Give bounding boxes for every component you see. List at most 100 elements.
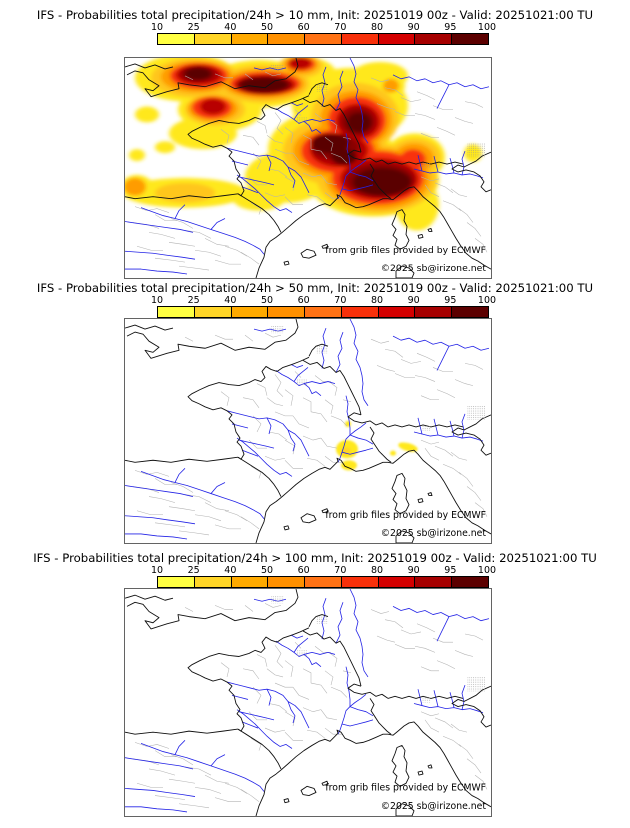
colorbar-tick-label: 100 [477, 22, 497, 33]
urban-stipple-layer [271, 596, 485, 703]
attribution-ecmwf: from grib files provided by ECMWF [325, 510, 486, 521]
rivers-layer [124, 588, 490, 813]
probability-blob [347, 112, 371, 133]
probability-blob [313, 134, 337, 149]
colorbar-segment [304, 307, 341, 317]
attribution-ecmwf: from grib files provided by ECMWF [325, 782, 486, 793]
colorbar-tick-label: 90 [407, 565, 420, 576]
colorbar-tick-label: 60 [297, 565, 310, 576]
colorbar-tick-label: 25 [187, 295, 200, 306]
colorbar-tick-label: 70 [334, 22, 347, 33]
colorbar-tick-label: 40 [224, 565, 237, 576]
urban-stipple-layer [271, 326, 485, 431]
colorbar-tick-label: 50 [260, 22, 274, 33]
colorbar-tick-label: 60 [297, 22, 310, 33]
colorbar-tick-label: 80 [370, 22, 384, 33]
colorbar-segment [414, 307, 452, 317]
admin-borders-layer [132, 332, 488, 536]
colorbar-ticks-10mm: 10 25 40 50 60 70 80 90 95 100 [0, 22, 630, 33]
colorbar-tick-label: 95 [444, 295, 457, 306]
map-panel-100mm: from grib files provided by ECMWF ©2025 s… [124, 588, 492, 817]
coastlines-layer [124, 318, 492, 544]
colorbar-tick-label: 80 [370, 565, 384, 576]
panel-title-50mm: IFS - Probabilities total precipitation/… [36, 281, 594, 295]
colorbar-tick-label: 70 [334, 295, 347, 306]
colorbar-ticks-100mm: 10 25 40 50 60 70 80 90 95 100 [0, 565, 630, 576]
colorbar-segment [158, 307, 194, 317]
probability-blob [200, 98, 226, 115]
colorbar-segment [158, 577, 194, 587]
coastlines-layer [124, 588, 492, 817]
precipitation-probability-overlay [121, 54, 482, 231]
colorbar-tick-label: 10 [150, 22, 164, 33]
colorbar-segment [377, 307, 415, 317]
colorbar-segment [304, 577, 341, 587]
probability-blob [124, 177, 146, 196]
colorbar-tick-label: 100 [477, 565, 497, 576]
colorbar-tick-label: 70 [334, 565, 347, 576]
colorbar-segment [267, 577, 305, 587]
probability-blob [129, 149, 145, 162]
colorbar-tick-label: 10 [150, 295, 164, 306]
colorbar-tick-label: 80 [370, 295, 384, 306]
colorbar-segment [267, 34, 305, 44]
panel-title-10mm: IFS - Probabilities total precipitation/… [36, 8, 594, 22]
map-panel-50mm: from grib files provided by ECMWF ©2025 s… [124, 318, 492, 544]
colorbar-segment [230, 577, 268, 587]
precipitation-probability-overlay [336, 420, 418, 471]
colorbar-50mm [157, 306, 489, 318]
colorbar-segment [414, 34, 452, 44]
panel-title-100mm: IFS - Probabilities total precipitation/… [33, 551, 597, 565]
rivers-layer [124, 57, 490, 275]
colorbar-tick-label: 100 [477, 295, 497, 306]
probability-blob [185, 67, 211, 80]
probability-blob [240, 77, 288, 92]
colorbar-segment [340, 34, 378, 44]
attribution-copyright: ©2025 sb@irizone.net [381, 263, 487, 274]
probability-blob [400, 149, 426, 169]
colorbar-tick-label: 10 [150, 565, 164, 576]
probability-blob [341, 460, 357, 471]
probability-blob [398, 442, 418, 452]
colorbar-segment [230, 307, 268, 317]
colorbar-segment [377, 34, 415, 44]
attribution-ecmwf: from grib files provided by ECMWF [325, 245, 486, 256]
colorbar-segment [193, 307, 231, 317]
colorbar-segment [304, 34, 341, 44]
colorbar-100mm [157, 576, 489, 588]
colorbar-tick-label: 95 [444, 565, 457, 576]
attribution-copyright: ©2025 sb@irizone.net [381, 528, 487, 539]
map-panel-10mm: from grib files provided by ECMWF ©2025 s… [121, 54, 492, 279]
coastlines-layer [124, 57, 492, 279]
colorbar-segment [193, 34, 231, 44]
colorbar-tick-label: 25 [187, 22, 200, 33]
probability-blob [289, 57, 311, 69]
colorbar-segment [230, 34, 268, 44]
colorbar-tick-label: 60 [297, 295, 310, 306]
urban-stipple-layer [271, 64, 485, 168]
colorbar-tick-label: 95 [444, 22, 457, 33]
probability-blob [383, 78, 399, 93]
colorbar-tick-label: 90 [407, 295, 420, 306]
colorbar-segment [451, 307, 489, 317]
admin-borders-layer [132, 603, 488, 809]
colorbar-segment [158, 34, 194, 44]
colorbar-segment [340, 577, 378, 587]
attribution-copyright: ©2025 sb@irizone.net [381, 801, 487, 812]
probability-blob [135, 106, 159, 123]
colorbar-segment [377, 577, 415, 587]
colorbar-tick-label: 90 [407, 22, 420, 33]
probability-blob [390, 450, 396, 456]
colorbar-segment [340, 307, 378, 317]
probability-blob [341, 447, 351, 456]
colorbar-tick-label: 40 [224, 22, 237, 33]
probability-blob [169, 117, 237, 150]
colorbar-segment [451, 34, 489, 44]
map-svg: from grib files provided by ECMWF ©2025 s… [124, 588, 492, 817]
probability-blob [353, 168, 411, 196]
colorbar-segment [451, 577, 489, 587]
colorbar-ticks-50mm: 10 25 40 50 60 70 80 90 95 100 [0, 295, 630, 306]
colorbar-10mm [157, 33, 489, 45]
colorbar-segment [193, 577, 231, 587]
